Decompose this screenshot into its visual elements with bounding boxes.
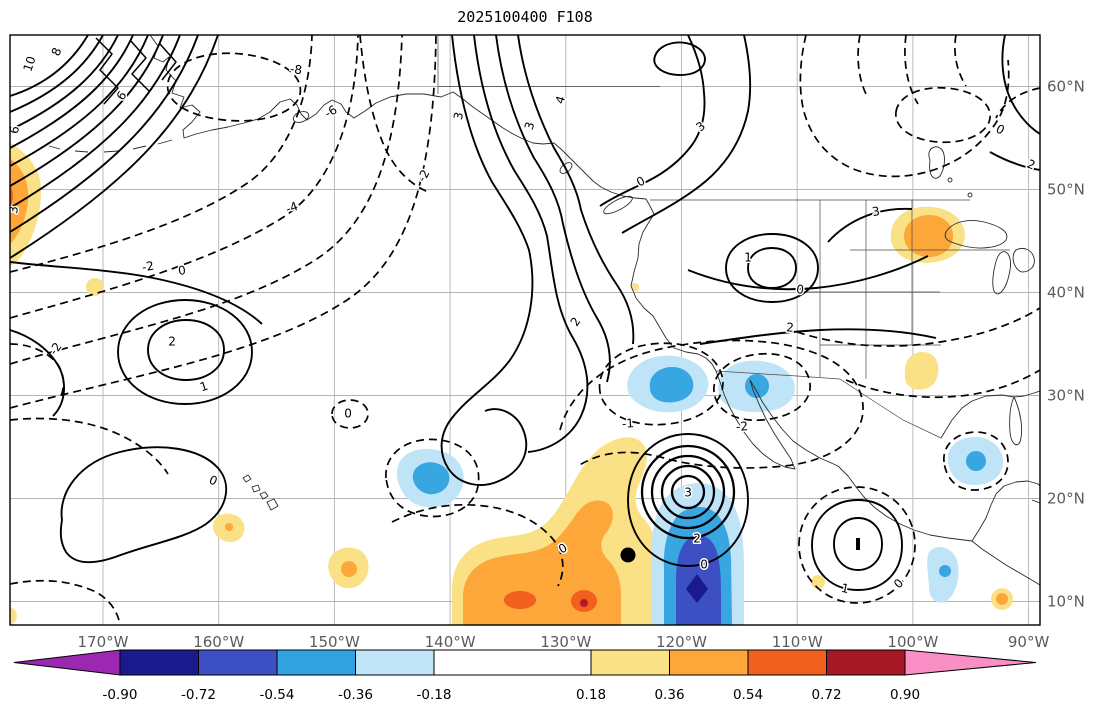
contour-label: 3 (871, 204, 881, 219)
latitude-tick-label: 50°N (1047, 181, 1085, 199)
contour-label: 0 (700, 558, 708, 572)
filled-dot-marker (620, 547, 636, 563)
contour-label: 1 (198, 379, 210, 395)
coastlines (48, 35, 1040, 586)
contour-label: -2 (736, 419, 749, 434)
colorbar: -0.90 -0.72 -0.54 -0.36 -0.18 0.18 0.36 0.54 0.7… (13, 649, 1037, 703)
colorbar-segment (119, 649, 199, 676)
colorbar-tick-label: -0.90 (103, 687, 138, 703)
latitude-labels: 10°N 20°N 30°N 40°N 50°N 60°N (1047, 78, 1085, 611)
contour-label: -2 (46, 340, 64, 358)
contour-label: 2 (568, 315, 584, 329)
colorbar-over-arrow (904, 649, 1037, 676)
colorbar-segment (198, 649, 278, 676)
contour-label: -2 (415, 167, 433, 184)
contour-label: 3 (693, 119, 708, 135)
colorbar-tick-label: -0.72 (181, 687, 216, 703)
contour-label: -1 (622, 416, 635, 431)
colorbar-segment (590, 649, 670, 676)
colorbar-tick-label: 0.18 (576, 687, 606, 703)
colorbar-tick-label: 0.90 (890, 687, 920, 703)
latitude-tick-label: 40°N (1047, 284, 1085, 302)
longitude-tick-label: 160°W (193, 633, 244, 651)
contour-label: 0 (891, 576, 906, 591)
longitude-tick-label: 140°W (425, 633, 476, 651)
colorbar-segment (669, 649, 749, 676)
anomaly-shading (10, 142, 1013, 625)
contour-label: -6 (322, 103, 339, 121)
latitude-tick-label: 60°N (1047, 78, 1085, 96)
colorbar-tick-label: -0.54 (260, 687, 295, 703)
contour-label: 3 (522, 120, 538, 131)
contour-label: -4 (284, 199, 300, 216)
contour-label: 3 (684, 486, 692, 500)
contour-label: 6 (114, 89, 130, 103)
contour-label: 3 (451, 111, 466, 121)
longitude-tick-label: 110°W (772, 633, 823, 651)
positive-contours (10, 35, 1040, 591)
latitude-tick-label: 20°N (1047, 490, 1085, 508)
center-bar-symbol (856, 538, 860, 550)
colorbar-tick-label: -0.18 (417, 687, 452, 703)
contour-label: 1 (840, 581, 850, 596)
chart-title: 2025100400 F108 (457, 8, 592, 26)
contour-label: 8 (49, 45, 65, 58)
colorbar-segment (276, 649, 356, 676)
contour-label: 2 (786, 320, 795, 334)
colorbar-tick-label: 0.72 (811, 687, 841, 703)
contour-label: -2 (141, 259, 155, 275)
contour-label: 2 (693, 532, 701, 546)
colorbar-tick-label: 0.54 (733, 687, 763, 703)
contour-label: -8 (289, 62, 303, 78)
map-frame (9, 34, 1041, 626)
colorbar-segment (355, 649, 435, 676)
colorbar-segment (826, 649, 906, 676)
longitude-labels: 170°W 160°W 150°W 140°W 130°W 120°W 110°W 100°W… (78, 633, 1050, 651)
contour-label: 0 (177, 263, 187, 278)
contour-label: 0 (796, 282, 805, 297)
longitude-tick-label: 170°W (78, 633, 129, 651)
colorbar-tick-label: 0.36 (654, 687, 684, 703)
contour-label: 6 (7, 125, 22, 135)
latitude-tick-label: 30°N (1047, 387, 1085, 405)
longitude-tick-label: 100°W (887, 633, 938, 651)
colorbar-tick-label: -0.36 (338, 687, 373, 703)
contour-label: 0 (344, 407, 352, 421)
colorbar-segment (433, 649, 592, 676)
longitude-tick-label: 90°W (1008, 633, 1050, 651)
longitude-tick-label: 120°W (656, 633, 707, 651)
longitude-tick-label: 130°W (540, 633, 591, 651)
contour-label: 10 (21, 54, 39, 73)
latitude-tick-label: 10°N (1047, 593, 1085, 611)
colorbar-segment (747, 649, 827, 676)
longitude-tick-label: 150°W (309, 633, 360, 651)
contour-label: 0 (207, 473, 220, 489)
contour-label: 1 (744, 251, 752, 265)
colorbar-under-arrow (13, 649, 121, 676)
negative-contours (10, 35, 1040, 625)
map-symbols (620, 538, 860, 563)
contour-label: 2 (168, 335, 176, 349)
contour-label: 3 (6, 205, 21, 214)
